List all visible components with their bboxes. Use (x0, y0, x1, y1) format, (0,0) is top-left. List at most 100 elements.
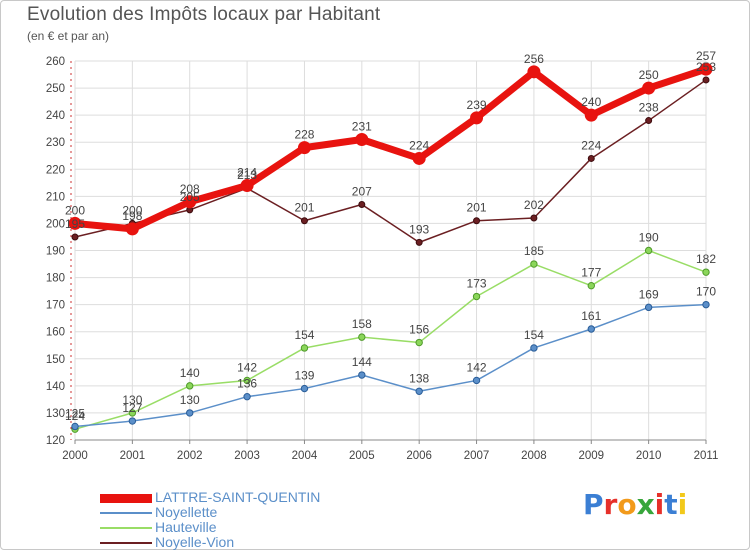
y-tick-label: 120 (46, 435, 65, 447)
logo-letter: t (664, 488, 678, 521)
legend-label: Noyellette (155, 504, 218, 520)
data-point (472, 376, 481, 385)
y-tick-label: 140 (46, 381, 65, 393)
chart-title: Evolution des Impôts locaux par Habitant (27, 4, 381, 25)
x-tick-label: 2000 (62, 450, 88, 462)
data-label: 182 (696, 252, 716, 266)
data-point (186, 382, 194, 390)
data-point (530, 260, 538, 268)
data-label: 231 (352, 120, 372, 134)
data-label: 138 (409, 371, 429, 385)
data-point (300, 217, 308, 225)
data-label: 127 (122, 401, 142, 415)
data-point (472, 292, 481, 301)
data-point (642, 81, 656, 95)
logo-letter: P (583, 488, 604, 521)
data-point (358, 200, 366, 208)
y-tick-label: 250 (46, 83, 65, 95)
x-tick-label: 2008 (521, 450, 547, 462)
y-tick-label: 190 (46, 246, 65, 258)
data-point (71, 422, 79, 431)
legend-label: Noyelle-Vion (155, 534, 235, 550)
data-point (702, 300, 710, 309)
data-label: 200 (65, 203, 85, 217)
data-label: 238 (639, 101, 659, 115)
data-point (530, 214, 538, 222)
data-label: 170 (696, 285, 716, 299)
data-point (128, 409, 137, 417)
data-point (702, 76, 710, 84)
data-point (699, 62, 713, 76)
data-label: 190 (639, 231, 659, 245)
data-label: 205 (180, 190, 200, 204)
data-label: 124 (65, 409, 85, 423)
data-point (473, 217, 481, 225)
x-tick-label: 2001 (120, 450, 146, 462)
y-tick-label: 200 (46, 218, 65, 230)
data-point (645, 117, 653, 125)
data-label: 208 (180, 182, 200, 196)
chart-subtitle: (en € et par an) (27, 29, 110, 43)
data-point (243, 376, 251, 385)
data-label: 202 (524, 198, 544, 212)
data-point (587, 281, 595, 290)
data-point (644, 246, 653, 255)
data-point (412, 151, 426, 165)
data-point (527, 65, 541, 79)
x-tick-label: 2004 (292, 450, 318, 462)
data-label: 213 (237, 168, 257, 182)
data-point (415, 238, 423, 246)
logo-letter: r (603, 488, 618, 521)
data-point (415, 387, 423, 395)
series-line-hauteville (74, 249, 707, 430)
logo-letter: o (617, 488, 637, 521)
data-label: 200 (122, 203, 142, 217)
x-tick-label: 2003 (234, 450, 260, 462)
data-label: 158 (352, 317, 372, 331)
data-point (587, 325, 595, 333)
data-point (358, 371, 366, 379)
series-line-noyellette (74, 303, 707, 428)
y-tick-label: 260 (46, 56, 65, 68)
x-tick-label: 2002 (177, 450, 203, 462)
data-label: 154 (294, 328, 314, 342)
data-label: 239 (467, 98, 487, 112)
data-label: 185 (524, 244, 544, 258)
x-tick-label: 2007 (464, 450, 490, 462)
data-label: 173 (467, 277, 487, 291)
data-label: 177 (581, 266, 601, 280)
series-line-lattre-saint-quentin (74, 65, 708, 233)
logo-letter: i (677, 488, 688, 521)
legend-label: LATTRE-SAINT-QUENTIN (155, 489, 321, 505)
data-label: 169 (639, 287, 659, 301)
y-tick-label: 210 (46, 191, 65, 203)
series-line-noyelle-vion (74, 79, 707, 244)
logo-letter: i (654, 488, 665, 521)
x-tick-label: 2011 (694, 450, 719, 462)
data-label: 224 (581, 138, 601, 152)
data-point (355, 133, 369, 147)
y-tick-label: 130 (46, 408, 65, 420)
x-tick-label: 2005 (349, 450, 375, 462)
data-point (297, 141, 311, 155)
data-point (243, 392, 251, 401)
data-label: 142 (237, 360, 257, 374)
data-point (183, 195, 197, 209)
data-point (71, 233, 79, 241)
data-label: 144 (352, 355, 372, 369)
y-tick-label: 230 (46, 137, 65, 149)
data-label: 201 (294, 201, 314, 215)
data-label: 224 (409, 138, 429, 152)
data-label: 195 (65, 217, 85, 231)
legend-swatch (100, 512, 152, 514)
data-point (470, 111, 484, 125)
y-tick-label: 150 (46, 354, 65, 366)
data-point (125, 222, 139, 236)
data-label: 130 (180, 393, 200, 407)
data-label: 154 (524, 328, 544, 342)
data-label: 228 (294, 128, 314, 142)
y-tick-label: 240 (46, 110, 65, 122)
data-point (644, 303, 653, 312)
data-label: 130 (122, 393, 142, 407)
legend-swatch (100, 542, 152, 544)
